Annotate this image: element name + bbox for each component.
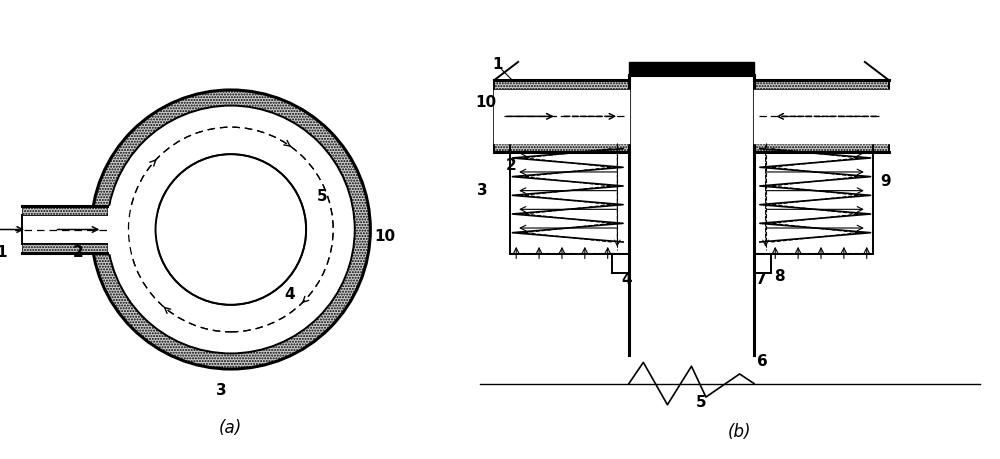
Text: 3: 3 (216, 383, 227, 398)
Text: (a): (a) (219, 419, 242, 437)
Text: 1: 1 (492, 56, 503, 72)
Text: 7: 7 (756, 272, 767, 287)
Text: 10: 10 (475, 95, 496, 110)
Text: 3: 3 (477, 183, 487, 198)
Text: 8: 8 (774, 269, 785, 284)
Text: 9: 9 (880, 174, 891, 189)
Text: (b): (b) (728, 423, 751, 441)
Text: 4: 4 (284, 287, 294, 302)
Text: 5: 5 (317, 189, 328, 204)
Text: 6: 6 (757, 354, 768, 369)
Text: 4: 4 (621, 272, 632, 287)
Text: 5: 5 (696, 395, 706, 410)
Text: 10: 10 (374, 229, 395, 244)
Text: 1: 1 (0, 245, 7, 260)
Text: 2: 2 (506, 158, 516, 173)
Text: 2: 2 (73, 245, 84, 260)
Circle shape (156, 155, 305, 304)
